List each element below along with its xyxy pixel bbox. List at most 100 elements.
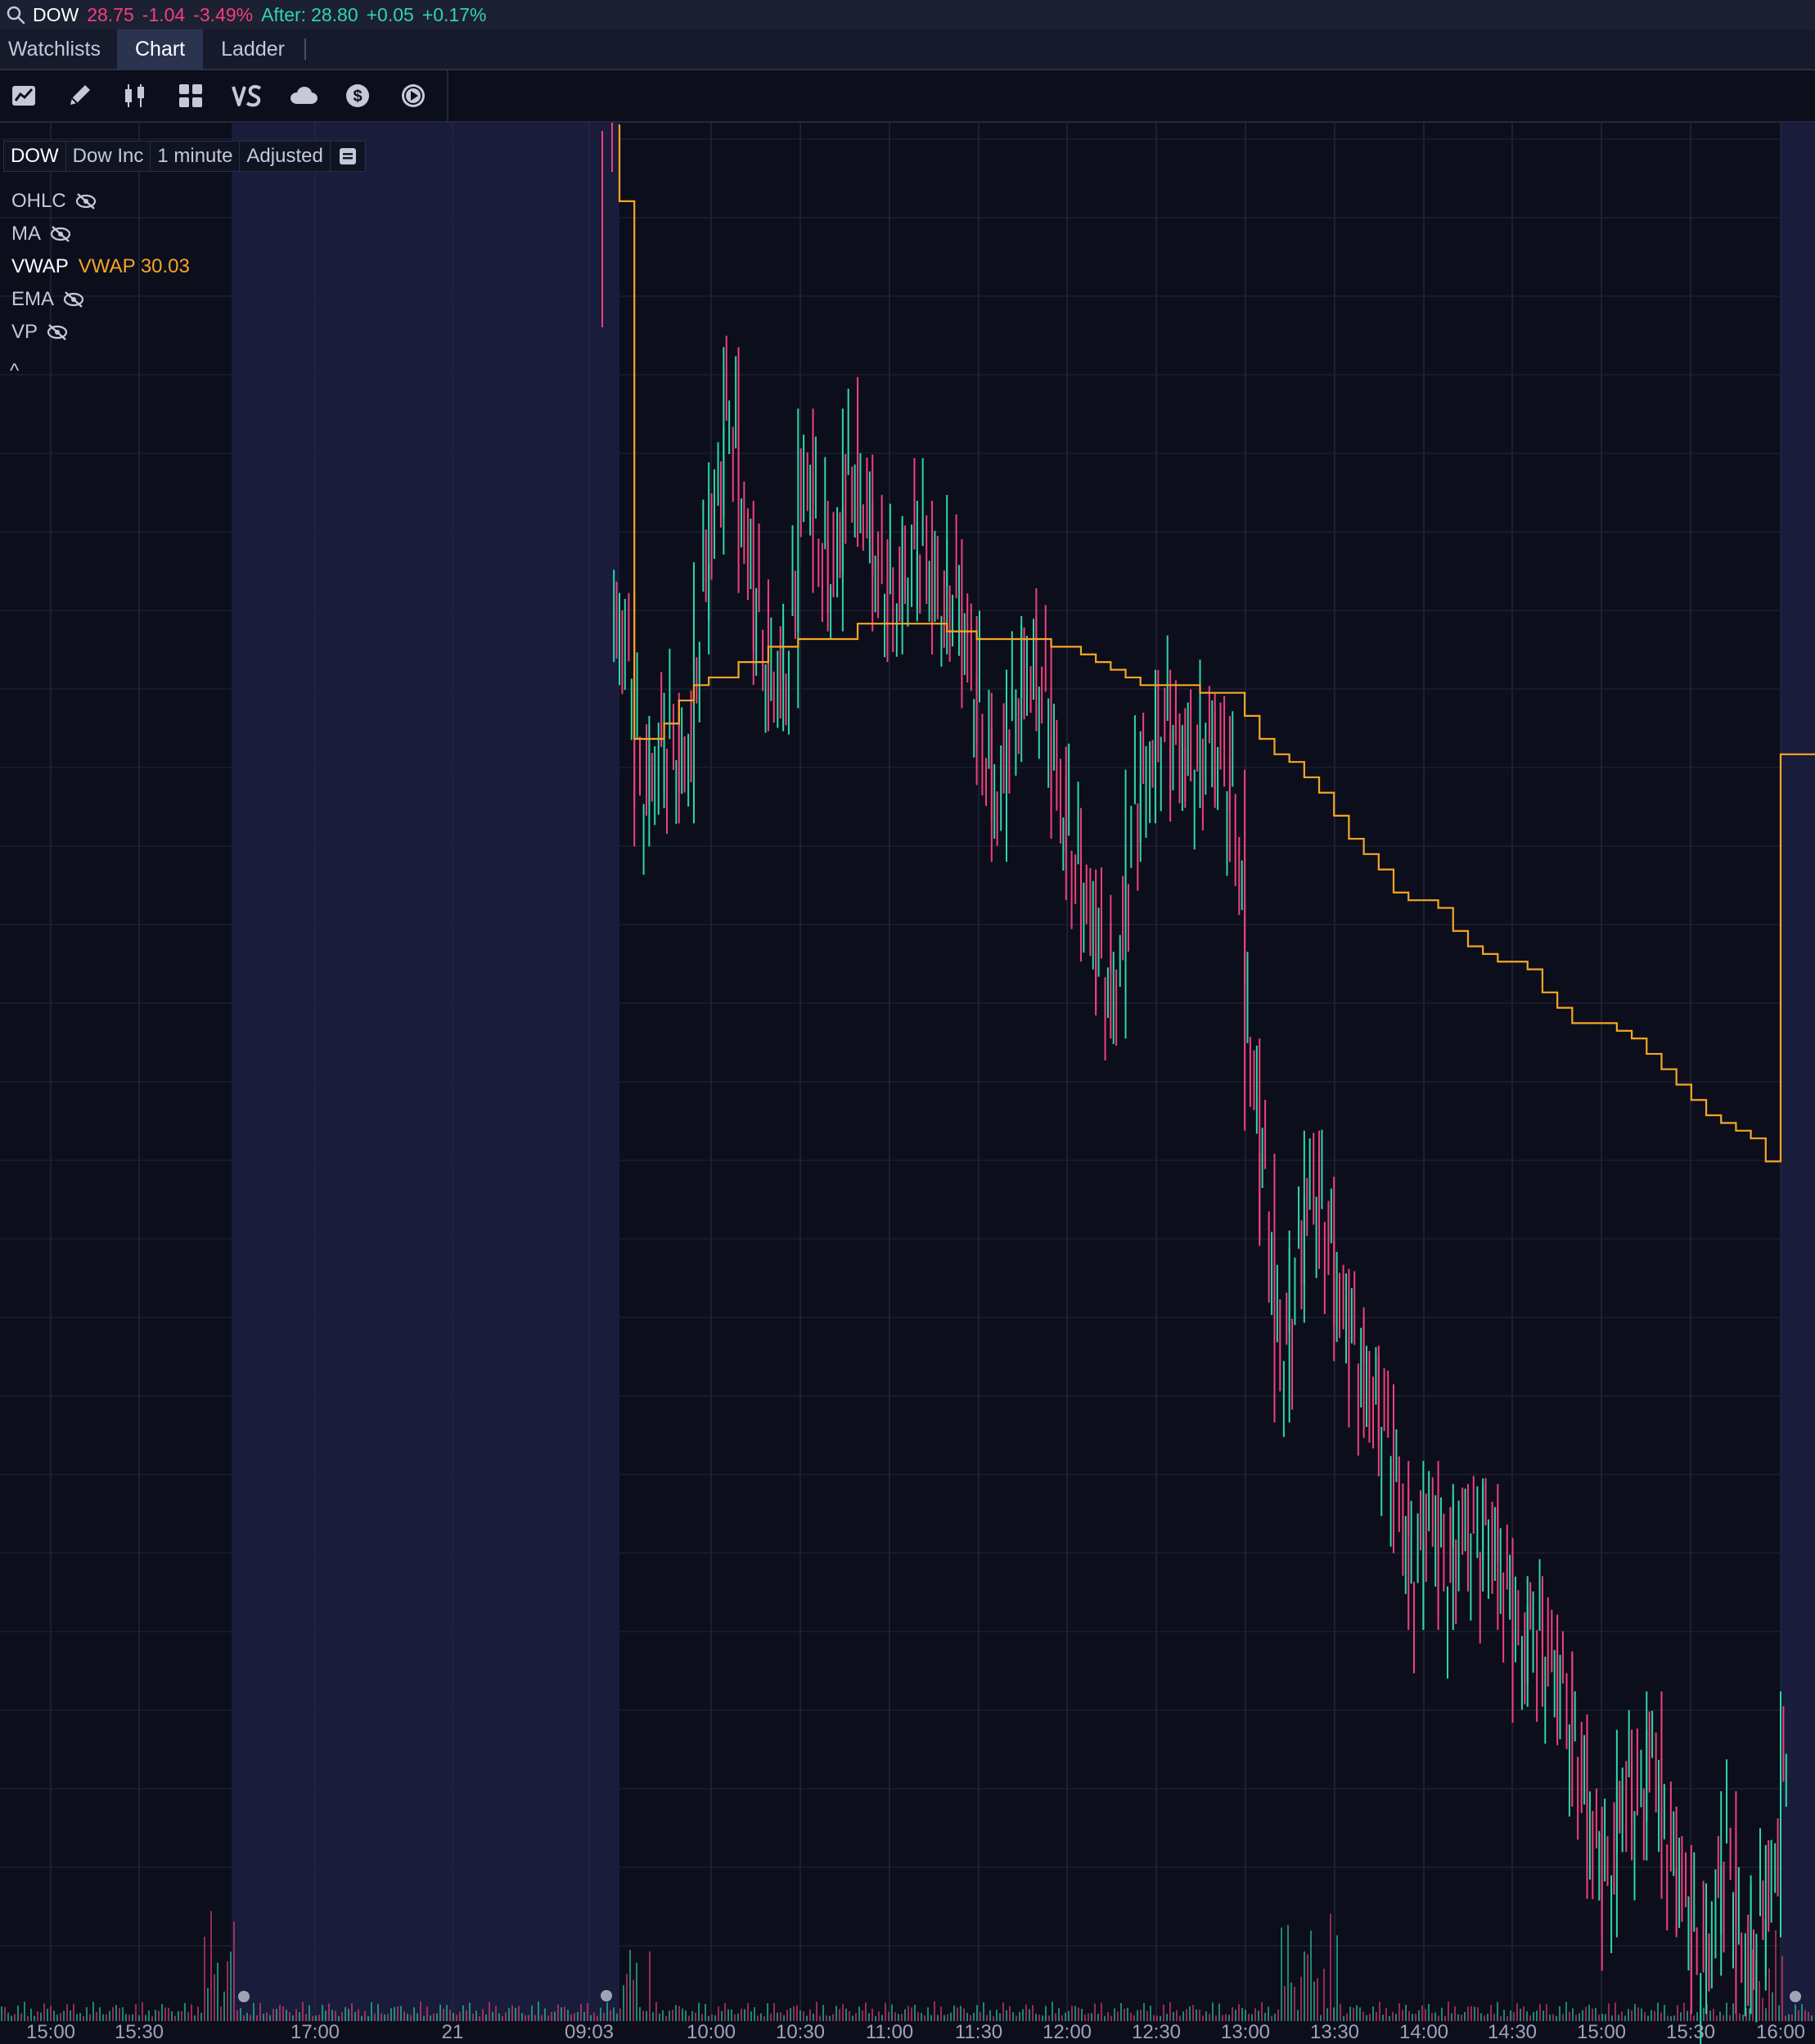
quote-last-price: 28.75	[87, 3, 134, 25]
price-bar	[1015, 615, 1028, 776]
price-bar	[806, 408, 820, 593]
study-ohlc-label: OHLC	[11, 190, 66, 212]
price-bar	[1282, 1230, 1296, 1438]
compare-vs-icon[interactable]	[231, 82, 263, 110]
x-tick-label: 09:03	[565, 2021, 614, 2043]
price-bar	[1655, 1691, 1669, 1931]
x-tick-label: 12:30	[1132, 2021, 1181, 2043]
x-tick-label: 16:00	[1756, 2021, 1805, 2043]
extended-hours-band	[232, 123, 619, 2021]
study-ema[interactable]: EMA	[11, 288, 85, 311]
price-bar	[866, 454, 880, 632]
price-bar	[1461, 1475, 1475, 1621]
price-bar	[985, 689, 998, 862]
price-bar	[836, 389, 849, 632]
price-bar	[851, 376, 864, 552]
price-bar	[955, 514, 969, 709]
eye-hidden-icon[interactable]	[49, 225, 72, 243]
study-vp-label: VP	[11, 321, 38, 343]
x-tick-label: 17:00	[290, 2021, 340, 2043]
tab-bar: Watchlists Chart Ladder	[0, 29, 1815, 70]
price-bar	[1729, 1791, 1743, 2015]
cloud-icon[interactable]	[288, 82, 319, 110]
x-tick-label: 11:30	[955, 2021, 1002, 2043]
menu-icon[interactable]	[339, 147, 357, 165]
tab-chart[interactable]: Chart	[116, 29, 204, 69]
eye-hidden-icon[interactable]	[46, 323, 69, 341]
chart-toolbar: $	[0, 70, 1815, 123]
price-bar	[1744, 1875, 1758, 2023]
x-tick-label: 21	[442, 2021, 464, 2043]
price-bar	[1357, 1307, 1371, 1456]
x-tick-label: 15:00	[26, 2021, 75, 2043]
price-bar	[1476, 1478, 1489, 1644]
legend-adjustment[interactable]: Adjusted	[240, 142, 331, 171]
chart-area[interactable]: 15:00 15:30 17:00 21 09:03 10:00 10:30 11:00 11:…	[0, 123, 1815, 2044]
x-tick-label: 10:00	[687, 2021, 736, 2043]
price-bar	[1774, 1691, 1787, 1938]
eye-hidden-icon[interactable]	[74, 192, 97, 210]
price-bar	[762, 579, 775, 733]
price-bar	[1714, 1759, 1728, 1976]
price-bar	[1372, 1345, 1385, 1516]
layout-grid-icon[interactable]	[177, 82, 205, 110]
price-bar	[1164, 635, 1177, 822]
price-bar	[1565, 1651, 1579, 1840]
study-vp[interactable]: VP	[11, 321, 69, 344]
price-bar	[1149, 669, 1162, 824]
price-bar	[1640, 1691, 1654, 1861]
studies-icon[interactable]	[10, 82, 38, 110]
chart-style-icon[interactable]	[121, 82, 149, 110]
svg-text:$: $	[353, 88, 362, 106]
study-ma-label: MA	[11, 223, 41, 245]
price-bar	[746, 501, 760, 686]
legend-interval[interactable]: 1 minute	[151, 142, 241, 171]
price-bar	[1700, 1880, 1713, 2044]
price-bar	[1402, 1461, 1415, 1673]
tab-ladder[interactable]: Ladder	[221, 37, 285, 61]
price-bar	[1223, 696, 1236, 886]
price-bar	[1536, 1559, 1549, 1745]
search-icon[interactable]	[5, 4, 26, 25]
study-vwap-value: VWAP 30.03	[78, 255, 190, 277]
price-bar	[1133, 712, 1147, 891]
tab-watchlists[interactable]: Watchlists	[8, 37, 101, 61]
price-chart[interactable]: 15:00 15:30 17:00 21 09:03 10:00 10:30 11:00 11:…	[0, 123, 1815, 2044]
study-vwap[interactable]: VWAP VWAP 30.03	[11, 255, 190, 278]
price-bar	[940, 494, 954, 667]
play-icon[interactable]	[399, 82, 427, 110]
price-bar	[970, 603, 984, 796]
price-bar	[1431, 1461, 1445, 1630]
study-ohlc[interactable]: OHLC	[11, 190, 97, 213]
dollar-icon[interactable]: $	[344, 82, 372, 110]
price-bar	[1580, 1714, 1594, 1899]
price-bar	[717, 335, 731, 555]
price-bar	[791, 408, 805, 709]
vwap-line	[618, 124, 1815, 1163]
quote-change-pct: -3.49%	[193, 3, 254, 25]
price-bar	[1119, 769, 1133, 1039]
legend-symbol[interactable]: DOW	[4, 142, 66, 171]
tab-divider	[304, 38, 306, 60]
study-vwap-label: VWAP	[11, 255, 69, 277]
x-tick-label: 15:00	[1577, 2021, 1626, 2043]
legend-company: Dow Inc	[66, 142, 151, 171]
after-hours-change: +0.05	[366, 3, 414, 25]
study-ma[interactable]: MA	[11, 223, 72, 245]
legend-collapse-toggle[interactable]: ^	[10, 360, 20, 382]
x-tick-label: 15:30	[1666, 2021, 1715, 2043]
after-hours-band	[1781, 123, 1815, 2021]
price-bar	[1089, 867, 1102, 1015]
price-bar	[1238, 769, 1251, 1131]
eye-hidden-icon[interactable]	[62, 290, 85, 308]
price-bar	[1595, 1788, 1609, 1971]
price-bar	[1625, 1710, 1638, 1901]
x-tick-label: 14:00	[1399, 2021, 1448, 2043]
price-bar	[926, 501, 939, 655]
quote-symbol[interactable]: DOW	[33, 3, 79, 25]
draw-icon[interactable]	[65, 82, 93, 110]
x-tick-label: 13:30	[1310, 2021, 1359, 2043]
sun-icon	[601, 1990, 612, 2001]
price-bar	[880, 494, 894, 662]
price-bar	[1000, 631, 1013, 862]
